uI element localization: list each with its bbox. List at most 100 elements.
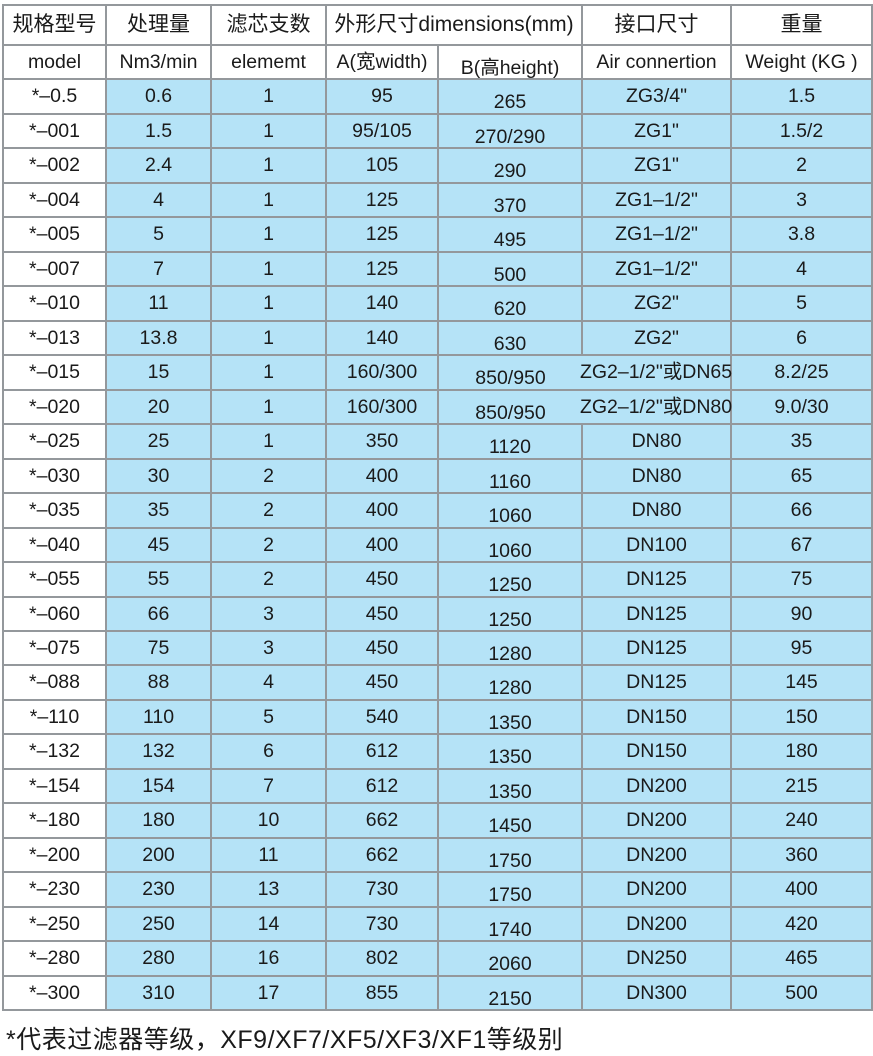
cell-elements: 2 [210,526,327,564]
cell-capacity: 55 [105,561,212,598]
table-row: *–002 2.4 1 105 290 ZG1" 2 [2,147,873,184]
cell-connection: DN200 [581,802,733,839]
cell-width-a: 662 [325,836,439,874]
col-header-model-cn: 规格型号 [2,4,107,46]
cell-weight: 150 [730,698,873,736]
cell-weight: 3 [730,181,873,219]
col-header-weight: Weight (KG ) [730,43,873,81]
cell-elements: 4 [210,664,327,701]
cell-connection: DN200 [581,767,733,805]
cell-height-b: 1750 [436,836,584,874]
cell-height-b: 270/290 [436,112,584,150]
table-row: *–075 75 3 450 1280 DN125 95 [2,629,873,667]
cell-weight: 66 [730,492,873,529]
cell-model: *–075 [2,629,107,667]
cell-weight: 215 [730,767,873,805]
cell-elements: 5 [210,698,327,736]
cell-capacity: 45 [105,526,212,564]
cell-height-b: 1060 [436,492,584,529]
cell-height-b: 1250 [436,561,584,598]
cell-capacity: 5 [105,216,212,253]
cell-weight: 4 [730,250,873,288]
cell-connection: DN200 [581,871,733,908]
cell-weight: 360 [730,836,873,874]
cell-elements: 3 [210,629,327,667]
cell-elements: 1 [210,250,327,288]
cell-height-b: 495 [436,216,584,253]
cell-model: *–040 [2,526,107,564]
cell-capacity: 88 [105,664,212,701]
table-row: *–020 20 1 160/300 850/950 ZG2–1/2"或DN80 9.0/3… [2,388,873,426]
table-row: *–132 132 6 612 1350 DN150 180 [2,733,873,770]
cell-weight: 75 [730,561,873,598]
cell-capacity: 35 [105,492,212,529]
header-row-english: model Nm3/min elememt A(宽width) B(高heigh… [2,43,873,81]
table-row: *–300 310 17 855 2150 DN300 500 [2,974,873,1012]
cell-width-a: 350 [325,423,439,460]
cell-model: *–013 [2,319,107,357]
cell-model: *–230 [2,871,107,908]
cell-elements: 2 [210,492,327,529]
cell-capacity: 250 [105,905,212,943]
cell-width-a: 140 [325,319,439,357]
cell-connection: DN125 [581,664,733,701]
cell-model: *–088 [2,664,107,701]
cell-weight: 8.2/25 [730,354,873,391]
cell-height-b: 1160 [436,457,584,495]
cell-connection: DN250 [581,940,733,977]
cell-elements: 16 [210,940,327,977]
cell-model: *–004 [2,181,107,219]
cell-model: *–060 [2,595,107,632]
cell-capacity: 25 [105,423,212,460]
cell-model: *–0.5 [2,78,107,115]
cell-model: *–180 [2,802,107,839]
cell-height-b: 265 [436,78,584,115]
cell-connection-overflow-text: ZG2–1/2"或DN80 [579,395,733,418]
table-row: *–180 180 10 662 1450 DN200 240 [2,802,873,839]
spec-table-header: 规格型号 处理量 滤芯支数 外形尺寸dimensions(mm) 接口尺寸 重量… [2,4,873,81]
table-row: *–004 4 1 125 370 ZG1–1/2" 3 [2,181,873,219]
cell-connection: DN150 [581,698,733,736]
cell-elements: 1 [210,181,327,219]
cell-weight: 1.5 [730,78,873,115]
cell-connection: DN80 [581,457,733,495]
col-header-capacity: Nm3/min [105,43,212,81]
cell-elements: 17 [210,974,327,1012]
cell-model: *–001 [2,112,107,150]
cell-elements: 1 [210,354,327,391]
cell-connection: DN200 [581,836,733,874]
cell-elements: 1 [210,423,327,460]
cell-weight: 3.8 [730,216,873,253]
cell-model: *–055 [2,561,107,598]
cell-elements: 1 [210,147,327,184]
table-row: *–055 55 2 450 1250 DN125 75 [2,561,873,598]
table-row: *–010 11 1 140 620 ZG2" 5 [2,285,873,322]
cell-connection: ZG2–1/2"或DN80 [579,388,733,426]
cell-height-b: 1350 [436,733,584,770]
cell-capacity: 11 [105,285,212,322]
cell-elements: 7 [210,767,327,805]
cell-width-a: 125 [325,216,439,253]
cell-model: *–132 [2,733,107,770]
cell-capacity: 15 [105,354,212,391]
cell-width-a: 730 [325,871,439,908]
col-header-elements: elememt [210,43,327,81]
cell-capacity: 310 [105,974,212,1012]
cell-weight: 65 [730,457,873,495]
cell-height-b: 500 [436,250,584,288]
table-row: *–007 7 1 125 500 ZG1–1/2" 4 [2,250,873,288]
cell-weight: 2 [730,147,873,184]
cell-width-a: 160/300 [325,354,439,391]
cell-connection: ZG2–1/2"或DN65 [580,354,732,391]
col-header-weight-cn: 重量 [730,4,873,46]
cell-height-b: 1120 [436,423,584,460]
cell-connection: DN125 [581,629,733,667]
cell-model: *–030 [2,457,107,495]
cell-capacity: 0.6 [105,78,212,115]
cell-width-a: 730 [325,905,439,943]
cell-capacity: 2.4 [105,147,212,184]
header-row-chinese: 规格型号 处理量 滤芯支数 外形尺寸dimensions(mm) 接口尺寸 重量 [2,4,873,46]
table-row: *–025 25 1 350 1120 DN80 35 [2,423,873,460]
cell-weight: 465 [730,940,873,977]
table-row: *–035 35 2 400 1060 DN80 66 [2,492,873,529]
